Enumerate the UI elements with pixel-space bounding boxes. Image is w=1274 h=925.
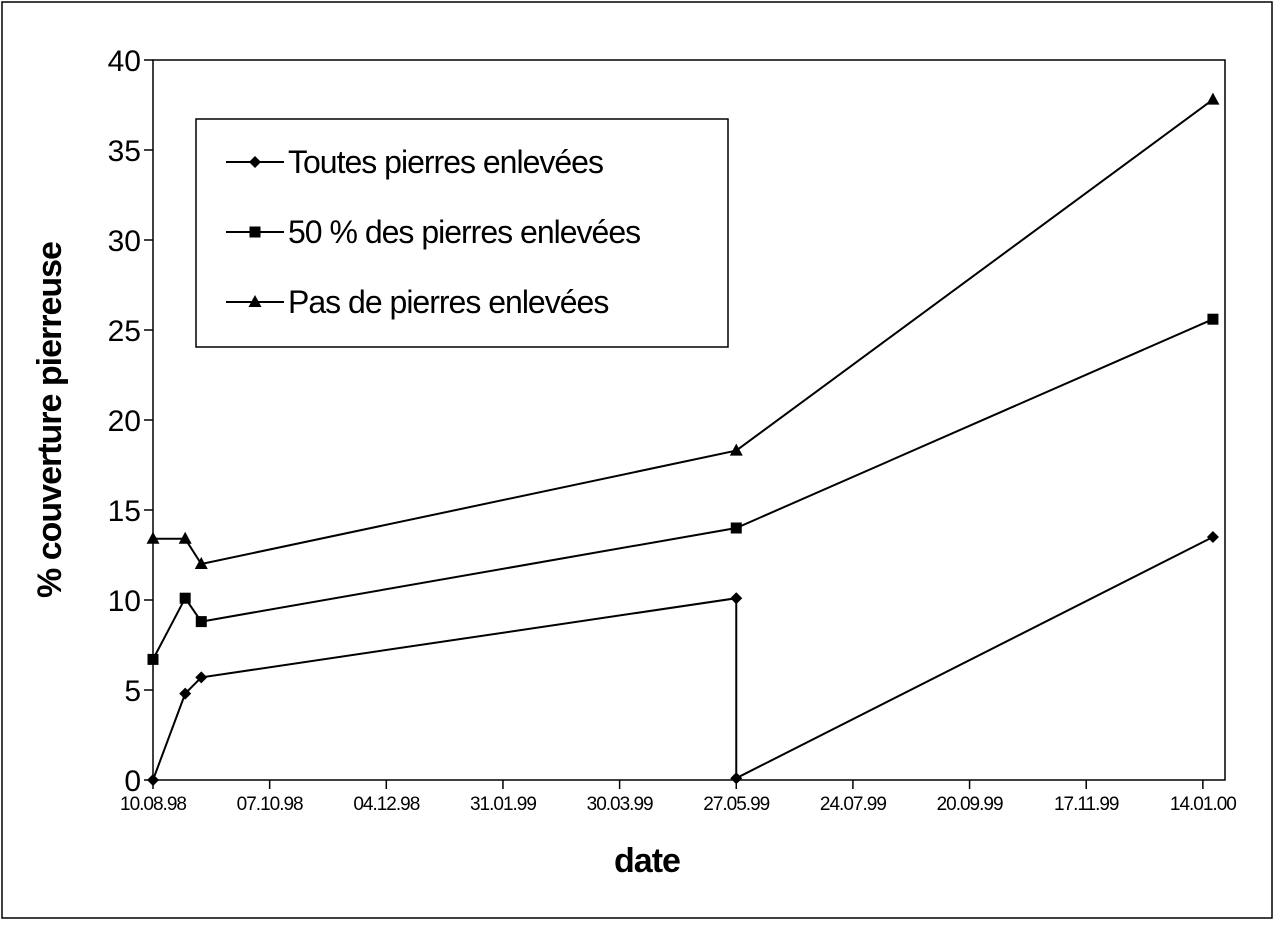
- legend-item: Toutes pierres enlevées: [226, 144, 604, 180]
- data-point: [147, 653, 159, 665]
- data-point: [146, 531, 160, 544]
- y-tick-label: 35: [108, 135, 141, 168]
- legend: Toutes pierres enlevées 50 % des pierres …: [195, 118, 729, 348]
- y-axis-ticks: 0 5 10 15 20 25 30 35 40: [108, 45, 153, 798]
- x-tick-label: 17.11.99: [1054, 794, 1119, 815]
- y-tick-label: 10: [108, 585, 141, 618]
- series-3: [146, 92, 1220, 569]
- series-2: [147, 313, 1219, 665]
- legend-marker: [248, 295, 262, 307]
- x-tick-label: 20.09.99: [937, 794, 1003, 815]
- data-point: [729, 443, 743, 456]
- x-axis-title: date: [614, 842, 680, 880]
- y-tick-label: 30: [108, 225, 141, 258]
- data-point: [195, 671, 208, 684]
- legend-item: Pas de pierres enlevées: [226, 284, 609, 320]
- data-point: [730, 772, 743, 785]
- data-point: [179, 592, 191, 604]
- legend-label: Pas de pierres enlevées: [288, 284, 608, 320]
- x-tick-label: 10.08.98: [120, 794, 186, 815]
- data-point: [1207, 313, 1219, 325]
- legend-item: 50 % des pierres enlevées: [226, 214, 641, 250]
- x-tick-label: 27.05.99: [703, 794, 769, 815]
- data-point: [147, 774, 159, 786]
- x-tick-label: 04.12.98: [353, 794, 419, 815]
- data-point: [194, 557, 208, 569]
- y-tick-label: 5: [124, 675, 141, 708]
- x-tick-label: 07.10.98: [237, 794, 303, 815]
- data-point: [179, 687, 192, 700]
- y-tick-label: 15: [108, 495, 141, 528]
- x-tick-label: 14.01.00: [1170, 794, 1236, 815]
- series-line: [152, 536, 1214, 781]
- y-tick-label: 25: [108, 315, 141, 348]
- legend-marker: [249, 226, 261, 238]
- data-point: [730, 592, 743, 605]
- legend-box: [195, 118, 729, 348]
- y-tick-label: 20: [108, 405, 141, 438]
- x-tick-label: 31.01.99: [470, 794, 536, 815]
- data-point: [1206, 531, 1219, 543]
- series-group: [146, 92, 1220, 786]
- series-1: [147, 531, 1219, 786]
- y-axis-title: % couverture pierreuse: [31, 242, 69, 598]
- x-axis-ticks: 10.08.98 07.10.98 04.12.98 31.01.99 30.03.99…: [120, 780, 1237, 815]
- legend-label: 50 % des pierres enlevées: [288, 214, 640, 250]
- data-point: [1206, 92, 1220, 105]
- x-tick-label: 24.07.99: [820, 794, 886, 815]
- y-tick-label: 0: [124, 765, 141, 798]
- legend-marker: [249, 156, 261, 168]
- data-point: [178, 531, 192, 544]
- y-tick-label: 40: [108, 45, 141, 78]
- legend-label: Toutes pierres enlevées: [288, 144, 603, 180]
- x-tick-label: 30.03.99: [587, 794, 653, 815]
- data-point: [195, 616, 207, 628]
- data-point: [730, 522, 742, 534]
